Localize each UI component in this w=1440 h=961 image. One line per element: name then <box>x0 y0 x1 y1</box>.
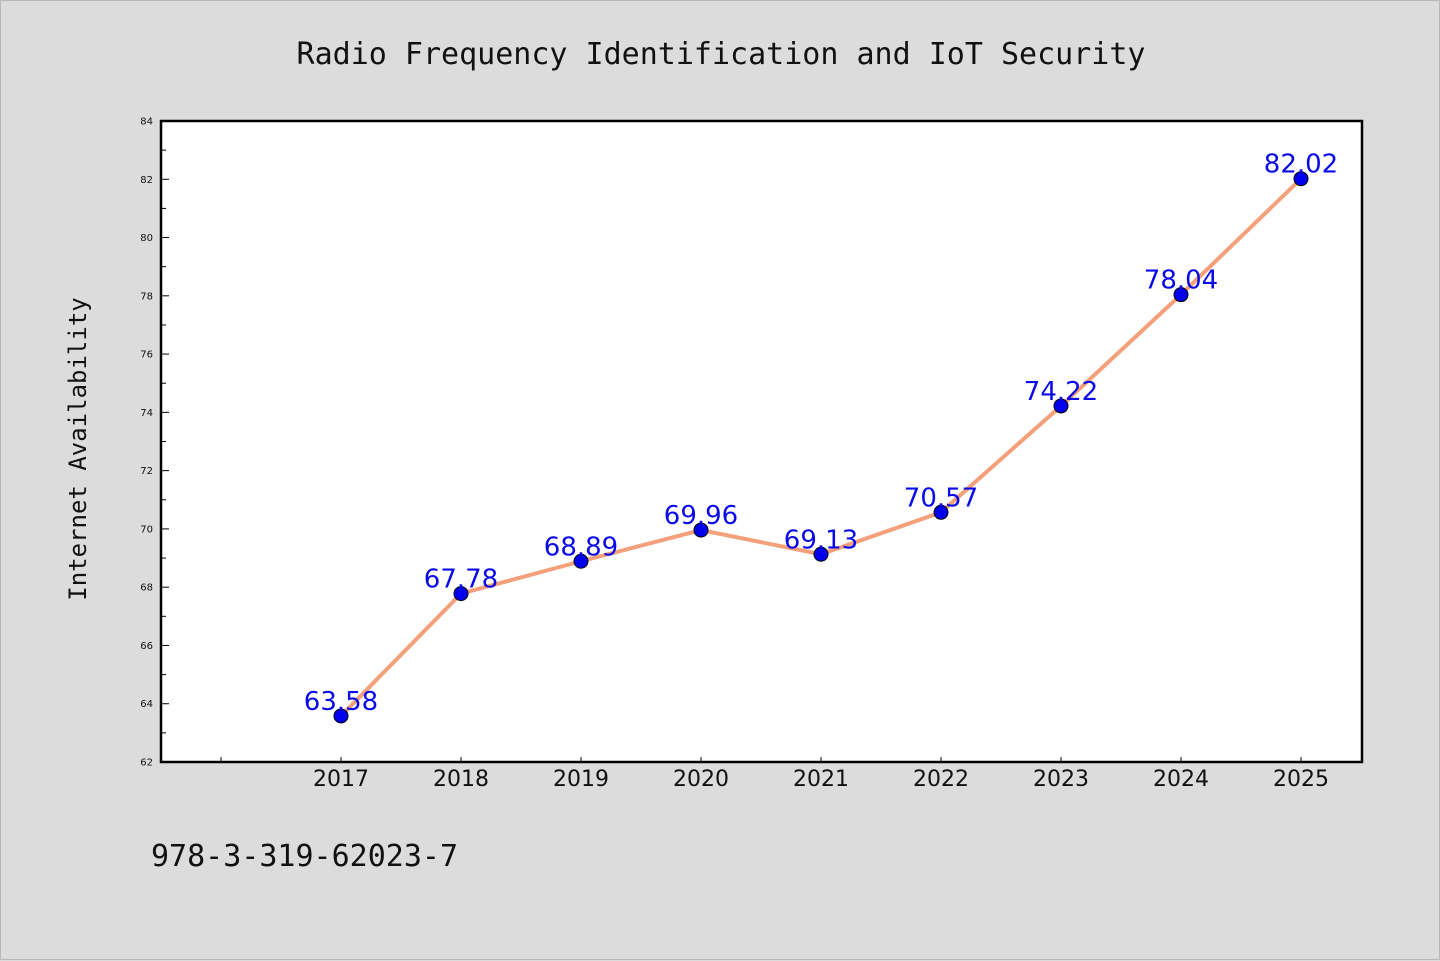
data-point <box>813 546 829 562</box>
x-tick-label: 2018 <box>433 767 489 792</box>
y-tick-label: 74 <box>140 408 153 419</box>
data-point <box>573 553 589 569</box>
y-tick-label: 84 <box>140 117 153 128</box>
y-tick-label: 64 <box>140 699 153 710</box>
plot-area <box>159 119 1364 764</box>
y-tick-label: 68 <box>140 583 153 594</box>
x-tick-label: 2017 <box>313 767 369 792</box>
y-axis-label: Internet Availability <box>64 297 92 600</box>
x-axis: 2017 2018 2019 2020 2021 2022 2023 2024 2025 <box>220 757 1329 792</box>
isbn-text: 978-3-319-62023-7 <box>151 839 458 874</box>
y-tick-label: 72 <box>140 466 153 477</box>
data-label: 67.78 <box>424 565 498 595</box>
x-tick-label: 2024 <box>1153 767 1209 792</box>
data-point <box>333 708 349 724</box>
data-label: 68.89 <box>544 532 618 562</box>
data-label: 82.02 <box>1264 150 1338 180</box>
data-label: 70.57 <box>904 483 978 513</box>
data-label: 69.96 <box>664 501 738 531</box>
data-point <box>1053 398 1069 414</box>
data-label: 74.22 <box>1024 377 1098 407</box>
data-point <box>693 522 709 538</box>
x-tick-label: 2025 <box>1273 767 1329 792</box>
x-tick-label: 2020 <box>673 767 729 792</box>
y-tick-label: 80 <box>140 233 153 244</box>
y-tick-label: 82 <box>140 175 153 186</box>
y-tick-label: 62 <box>140 758 153 769</box>
x-tick-label: 2019 <box>553 767 609 792</box>
data-points <box>333 171 1309 724</box>
x-tick-label: 2021 <box>793 767 849 792</box>
chart-title: Radio Frequency Identification and IoT S… <box>297 37 1146 72</box>
y-tick-label: 70 <box>140 524 153 535</box>
data-point <box>1293 171 1309 187</box>
x-tick-label: 2023 <box>1033 767 1089 792</box>
y-tick-label: 78 <box>140 291 153 302</box>
data-point <box>453 586 469 602</box>
x-tick-label: 2022 <box>913 767 969 792</box>
data-point <box>933 504 949 520</box>
data-label: 78.04 <box>1144 266 1218 296</box>
data-labels: 63.58 67.78 68.89 69.96 69.13 70.57 74.22 78.04… <box>304 150 1338 717</box>
y-tick-label: 66 <box>140 641 153 652</box>
data-label: 69.13 <box>784 525 858 555</box>
y-axis: 62 64 66 68 70 72 74 76 78 80 82 84 <box>140 117 169 769</box>
data-point <box>1173 287 1189 303</box>
y-tick-label: 76 <box>140 350 153 361</box>
data-label: 63.58 <box>304 687 378 717</box>
